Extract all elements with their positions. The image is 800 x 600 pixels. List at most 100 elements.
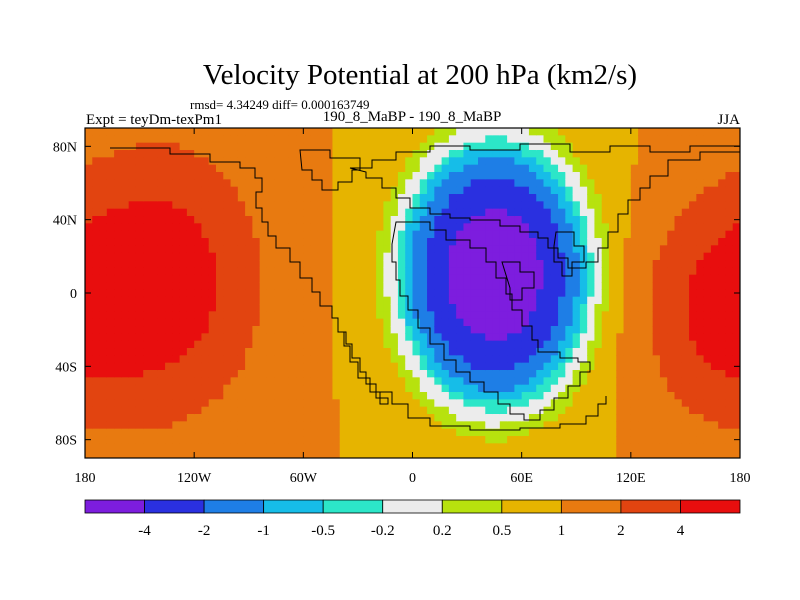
field-cell (441, 135, 450, 144)
field-cell (659, 274, 668, 283)
field-cell (732, 428, 740, 437)
field-cell (405, 377, 414, 386)
field-cell (405, 370, 414, 378)
field-cell (485, 267, 494, 276)
field-cell (245, 370, 253, 378)
field-cell (645, 194, 654, 202)
field-cell (347, 186, 355, 195)
field-cell (499, 450, 508, 458)
field-cell (572, 399, 581, 408)
field-cell (616, 443, 625, 452)
field-cell (594, 274, 603, 283)
field-cell (179, 179, 188, 188)
field-cell (521, 223, 530, 232)
field-cell (579, 318, 588, 327)
field-cell (186, 260, 195, 268)
field-cell (616, 304, 625, 312)
field-cell (303, 252, 312, 261)
field-cell (172, 428, 181, 437)
field-cell (223, 150, 232, 158)
field-cell (681, 406, 690, 415)
field-cell (689, 150, 697, 158)
field-cell (565, 267, 574, 276)
field-cell (427, 260, 435, 268)
field-cell (536, 267, 545, 276)
field-cell (259, 384, 268, 393)
field-cell (99, 245, 108, 254)
field-cell (128, 230, 137, 239)
field-cell (434, 355, 443, 364)
field-cell (99, 135, 108, 144)
field-cell (659, 267, 668, 276)
field-cell (354, 201, 363, 210)
field-cell (572, 274, 581, 283)
field-cell (114, 186, 122, 195)
field-cell (245, 377, 253, 386)
field-cell (216, 421, 224, 430)
field-cell (521, 384, 530, 393)
field-cell (252, 172, 261, 180)
field-cell (281, 150, 290, 158)
field-cell (150, 311, 159, 320)
field-cell (528, 289, 537, 298)
field-cell (645, 135, 654, 144)
field-cell (259, 260, 268, 268)
field-cell (587, 377, 596, 386)
field-cell (507, 450, 515, 458)
field-cell (135, 311, 144, 320)
field-cell (441, 282, 450, 290)
field-cell (266, 311, 275, 320)
field-cell (703, 128, 712, 136)
field-cell (587, 414, 596, 422)
field-cell (135, 414, 144, 422)
field-cell (128, 399, 137, 408)
field-cell (354, 245, 363, 254)
field-cell (521, 348, 530, 356)
field-cell (230, 414, 239, 422)
field-cell (223, 443, 232, 452)
field-cell (514, 252, 523, 261)
field-cell (288, 230, 297, 239)
field-cell (616, 406, 625, 415)
field-cell (536, 142, 545, 151)
field-cell (659, 436, 668, 444)
field-cell (165, 238, 173, 246)
field-cell (616, 289, 625, 298)
field-cell (325, 340, 334, 349)
field-cell (572, 223, 581, 232)
field-cell (543, 421, 552, 430)
field-cell (237, 179, 246, 188)
field-cell (616, 238, 625, 246)
field-cell (143, 377, 152, 386)
field-cell (448, 399, 457, 408)
field-cell (419, 208, 428, 217)
field-cell (99, 216, 108, 224)
field-cell (689, 142, 697, 151)
field-cell (274, 289, 283, 298)
field-cell (325, 142, 334, 151)
field-cell (609, 230, 617, 239)
field-cell (274, 443, 283, 452)
field-cell (99, 311, 108, 320)
field-cell (543, 340, 552, 349)
field-cell (499, 274, 508, 283)
field-cell (565, 392, 574, 400)
field-cell (528, 179, 537, 188)
field-cell (514, 414, 523, 422)
field-cell (405, 142, 414, 151)
field-cell (579, 216, 588, 224)
field-cell (114, 443, 122, 452)
field-cell (237, 436, 246, 444)
field-cell (216, 333, 224, 342)
field-cell (419, 392, 428, 400)
field-cell (456, 157, 465, 166)
field-cell (172, 296, 181, 305)
field-cell (186, 377, 195, 386)
field-cell (106, 223, 115, 232)
field-cell (150, 128, 159, 136)
field-cell (499, 399, 508, 408)
field-cell (550, 443, 559, 452)
field-cell (201, 186, 210, 195)
field-cell (317, 296, 326, 305)
field-cell (710, 172, 719, 180)
